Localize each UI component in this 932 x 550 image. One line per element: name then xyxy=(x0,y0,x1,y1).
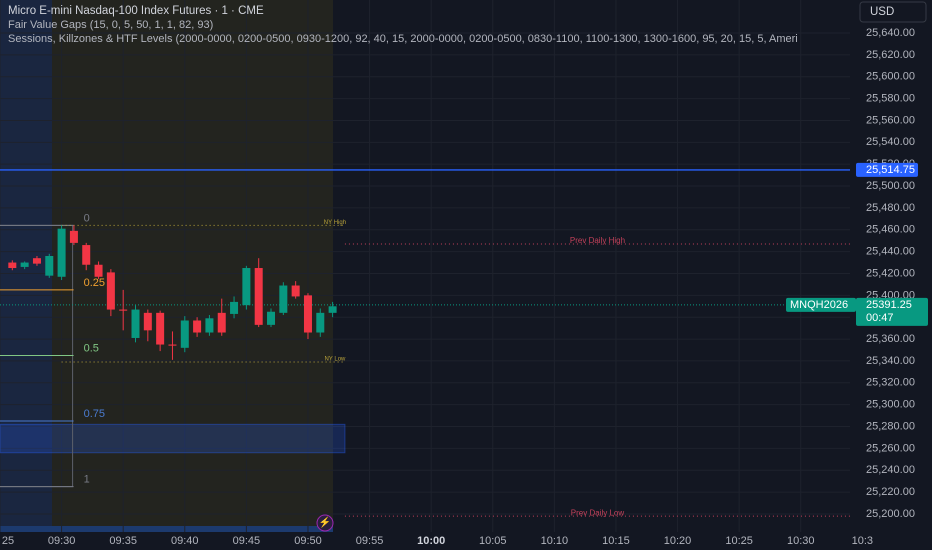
price-badge xyxy=(856,297,928,326)
candle-body xyxy=(180,320,189,348)
candle-body xyxy=(82,245,91,265)
symbol-badge xyxy=(786,297,856,312)
event-icon-glyph[interactable]: ⚡ xyxy=(319,516,331,529)
x-tick-label: 10:10 xyxy=(541,535,569,547)
event-icon[interactable] xyxy=(316,514,334,532)
x-tick-label: 09:50 xyxy=(294,535,322,547)
candle-body xyxy=(106,272,115,310)
x-tick-label: 25 xyxy=(2,535,14,547)
level-label: Prev Daily High xyxy=(570,236,625,245)
y-tick-label: 25,220.00 xyxy=(866,486,915,498)
y-tick-label: 25,540.00 xyxy=(866,136,915,148)
level-label: Prev Daily Low xyxy=(571,508,625,517)
fib-label: 1 xyxy=(84,474,90,486)
price-label: 25391.25 xyxy=(866,299,912,311)
x-tick-label: 10:3 xyxy=(852,535,873,547)
candle-body xyxy=(8,262,17,269)
time-axis xyxy=(0,532,850,550)
candle-body xyxy=(119,309,128,311)
axes: 25,200.00 25,220.00 25,240.00 25,260.00 25,2… xyxy=(2,27,928,547)
level-label: NY High xyxy=(324,220,346,226)
candle-body xyxy=(242,268,251,306)
candle-body xyxy=(57,228,66,277)
y-tick-label: 25,620.00 xyxy=(866,49,915,61)
candle-body xyxy=(156,312,165,345)
y-tick-label: 25,480.00 xyxy=(866,202,915,214)
y-tick-label: 25,240.00 xyxy=(866,464,915,476)
y-tick-label: 25,280.00 xyxy=(866,420,915,432)
candle-body xyxy=(254,268,263,325)
y-tick-label: 25,360.00 xyxy=(866,333,915,345)
candle-body xyxy=(291,285,300,297)
y-tick-label: 25,440.00 xyxy=(866,246,915,258)
x-tick-label: 10:00 xyxy=(417,535,445,547)
x-tick-label: 10:25 xyxy=(725,535,753,547)
candle-body xyxy=(267,311,276,325)
chart-title: Micro E-mini Nasdaq-100 Index Futures · … xyxy=(8,5,264,17)
candle-body xyxy=(20,262,29,267)
fib-label: 0.75 xyxy=(84,408,105,420)
candle-body xyxy=(316,312,325,333)
y-tick-label: 25,600.00 xyxy=(866,71,915,83)
candle-body xyxy=(69,230,78,243)
candle-body xyxy=(32,258,41,264)
alert-label: 25,514.75 xyxy=(866,164,915,176)
plot: 0 0.25 0.5 0.75 1 NY High NY Low Prev Daily Hig… xyxy=(0,0,863,532)
indicator: Sessions, Killzones & HTF Levels (2000-0… xyxy=(8,33,798,45)
x-tick-label: 09:45 xyxy=(233,535,261,547)
candle-body xyxy=(168,344,177,346)
fib-label: 0.25 xyxy=(84,277,105,289)
session-bar xyxy=(0,526,333,532)
y-tick-label: 25,260.00 xyxy=(866,442,915,454)
currency-button[interactable] xyxy=(859,1,927,23)
x-tick-label: 09:55 xyxy=(356,535,384,547)
x-tick-label: 10:30 xyxy=(787,535,815,547)
candle-body xyxy=(230,301,239,314)
candle-body xyxy=(279,285,288,313)
countdown: 00:47 xyxy=(866,312,894,324)
candle-body xyxy=(328,306,337,313)
y-tick-label: 25,560.00 xyxy=(866,114,915,126)
candle-body xyxy=(94,264,103,277)
fib-label: 0.5 xyxy=(84,342,99,354)
indicator: Fair Value Gaps (15, 0, 5, 50, 1, 1, 82,… xyxy=(8,19,213,31)
currency[interactable]: USD xyxy=(870,6,894,18)
x-tick-label: 10:15 xyxy=(602,535,630,547)
y-tick-label: 25,200.00 xyxy=(866,508,915,520)
candle-body xyxy=(205,318,214,333)
x-tick-label: 09:35 xyxy=(109,535,137,547)
x-tick-label: 10:05 xyxy=(479,535,507,547)
y-tick-label: 25,580.00 xyxy=(866,93,915,105)
level-label: NY Low xyxy=(324,357,346,363)
candle-body xyxy=(45,255,54,276)
candle-body xyxy=(131,309,140,338)
candle-body xyxy=(303,295,312,333)
y-tick-label: 25,420.00 xyxy=(866,267,915,279)
x-tick-label: 09:40 xyxy=(171,535,199,547)
candle-body xyxy=(217,312,226,333)
x-tick-label: 09:30 xyxy=(48,535,76,547)
y-tick-label: 25,320.00 xyxy=(866,377,915,389)
y-tick-label: 25,500.00 xyxy=(866,180,915,192)
y-tick-label: 25,460.00 xyxy=(866,224,915,236)
y-tick-label: 25,300.00 xyxy=(866,399,915,411)
y-tick-label: 25,340.00 xyxy=(866,355,915,367)
fvg-box xyxy=(0,423,346,454)
fib-label: 0 xyxy=(84,212,90,224)
x-tick-label: 10:20 xyxy=(664,535,692,547)
candle-body xyxy=(143,312,152,331)
y-tick-label: 25,640.00 xyxy=(866,27,915,39)
symbol-label: MNQH2026 xyxy=(790,299,848,311)
candle-body xyxy=(193,320,202,333)
alert-badge xyxy=(856,162,918,177)
price-axis xyxy=(850,0,932,550)
